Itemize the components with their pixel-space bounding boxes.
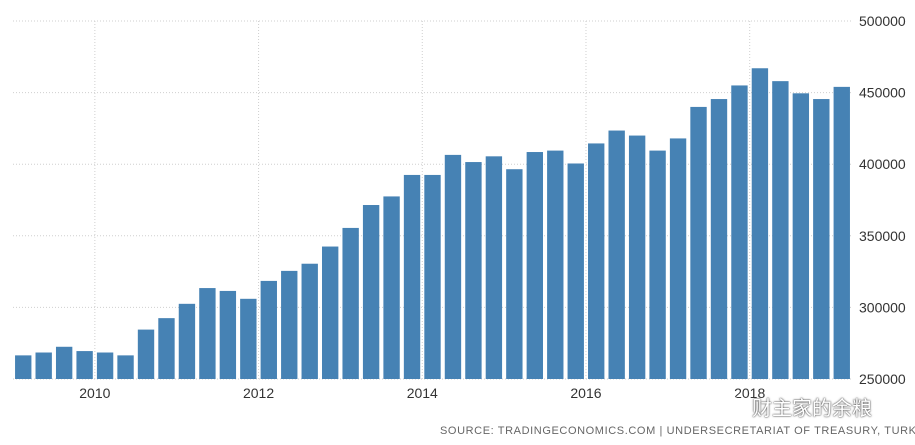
bar bbox=[35, 352, 52, 379]
y-axis-ticks: 250000 300000 350000 400000 450000 500000 bbox=[859, 13, 906, 387]
x-tick-label: 2018 bbox=[734, 385, 765, 401]
bar bbox=[649, 150, 666, 379]
y-tick-label: 300000 bbox=[859, 299, 906, 315]
bar bbox=[751, 68, 769, 380]
bar bbox=[465, 162, 482, 379]
bar bbox=[690, 106, 707, 380]
bar bbox=[628, 135, 646, 379]
bar bbox=[567, 163, 584, 379]
bar bbox=[178, 303, 196, 379]
bar bbox=[669, 138, 687, 379]
bar bbox=[833, 86, 850, 379]
watermark-text: 财主家的余粮 bbox=[752, 396, 872, 420]
bar bbox=[710, 99, 728, 379]
bar bbox=[96, 352, 114, 379]
bar bbox=[76, 351, 93, 379]
bar bbox=[813, 99, 830, 379]
bar bbox=[485, 156, 503, 379]
bar bbox=[506, 169, 523, 379]
bar bbox=[199, 288, 216, 379]
bar bbox=[731, 85, 748, 379]
bar bbox=[792, 93, 810, 379]
bar bbox=[117, 355, 134, 379]
bar bbox=[772, 81, 789, 380]
watermark: 财主家的余粮 bbox=[722, 392, 872, 421]
bar bbox=[588, 143, 605, 379]
x-tick-label: 2012 bbox=[243, 385, 274, 401]
x-tick-label: 2014 bbox=[407, 385, 438, 401]
bar bbox=[403, 174, 421, 379]
bars bbox=[15, 68, 850, 380]
x-tick-label: 2010 bbox=[79, 385, 110, 401]
bar bbox=[526, 152, 544, 379]
bar bbox=[260, 280, 277, 379]
bar bbox=[383, 196, 400, 379]
bar bbox=[137, 329, 155, 379]
bar bbox=[281, 270, 298, 379]
y-tick-label: 250000 bbox=[859, 371, 906, 387]
bar bbox=[321, 246, 339, 379]
bar bbox=[301, 263, 318, 379]
bar bbox=[362, 205, 380, 379]
source-caption: SOURCE: TRADINGECONOMICS.COM | UNDERSECR… bbox=[440, 425, 915, 437]
bar bbox=[547, 150, 564, 379]
bar bbox=[608, 130, 625, 379]
bar bbox=[158, 318, 175, 379]
bar bbox=[424, 174, 441, 379]
bar bbox=[240, 298, 257, 379]
y-tick-label: 450000 bbox=[859, 85, 906, 101]
y-tick-label: 500000 bbox=[859, 13, 906, 29]
y-tick-label: 400000 bbox=[859, 156, 906, 172]
bar bbox=[219, 290, 237, 379]
bar bbox=[342, 227, 359, 379]
y-tick-label: 350000 bbox=[859, 228, 906, 244]
x-axis-ticks: 2010 2012 2014 2016 2018 bbox=[79, 385, 765, 401]
bar bbox=[55, 346, 73, 379]
x-tick-label: 2016 bbox=[570, 385, 601, 401]
bar bbox=[15, 355, 32, 379]
bar bbox=[444, 154, 462, 379]
wechat-icon bbox=[722, 396, 748, 417]
